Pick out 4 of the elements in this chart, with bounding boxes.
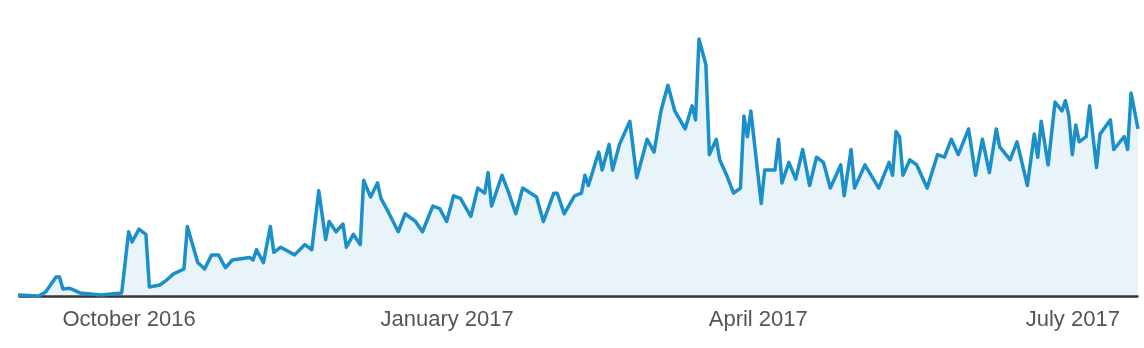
x-tick-label: October 2016 bbox=[62, 305, 196, 331]
x-tick-label: July 2017 bbox=[1025, 305, 1120, 331]
x-tick-label: April 2017 bbox=[708, 305, 808, 331]
x-tick-label: January 2017 bbox=[380, 305, 514, 331]
